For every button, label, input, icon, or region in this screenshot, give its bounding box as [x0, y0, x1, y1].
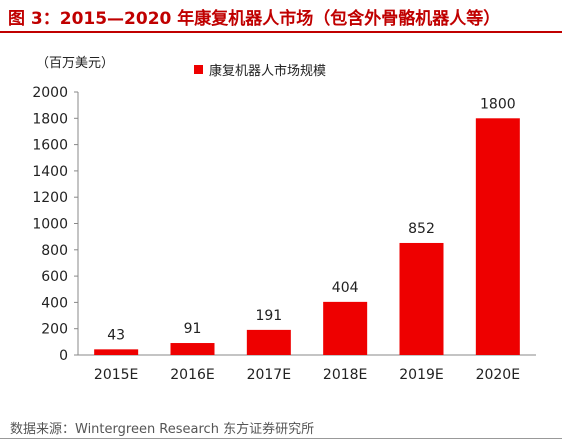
- bar-2017E: [246, 329, 291, 355]
- title-rule: [0, 31, 562, 33]
- x-tick-label: 2015E: [94, 367, 138, 383]
- chart-legend: 康复机器人市场规模: [194, 60, 326, 79]
- data-label: 852: [408, 221, 435, 237]
- axis-layer: 0 200 400 600 800 1000 1200 1400 1600 1800 2000: [32, 85, 536, 364]
- bar-2015E: [94, 349, 139, 355]
- x-tick-label: 2016E: [170, 367, 214, 383]
- y-tick-label: 1800: [32, 111, 68, 127]
- source-note: 数据来源：Wintergreen Research 东方证券研究所: [10, 422, 315, 437]
- y-tick-label: 1400: [32, 164, 68, 180]
- bar-2018E: [323, 301, 368, 355]
- data-label: 43: [107, 327, 125, 343]
- data-label: 404: [332, 280, 359, 296]
- data-label: 191: [255, 308, 282, 324]
- y-tick-label: 1200: [32, 190, 68, 206]
- x-tick-label: 2018E: [323, 367, 367, 383]
- y-tick-label: 800: [41, 243, 68, 259]
- legend-swatch: [194, 65, 203, 74]
- legend-label: 康复机器人市场规模: [209, 64, 327, 79]
- bar-layer: [94, 118, 520, 355]
- bottom-rule: [0, 438, 562, 439]
- bar-2016E: [170, 343, 215, 355]
- y-tick-label: 400: [41, 295, 68, 311]
- y-tick-label: 200: [41, 322, 68, 338]
- figure-title: 图 3：2015—2020 年康复机器人市场（包含外骨骼机器人等）: [8, 9, 501, 29]
- y-tick-label: 2000: [32, 85, 68, 101]
- y-tick-label: 1600: [32, 138, 68, 154]
- x-tick-label: 2017E: [247, 367, 291, 383]
- data-label: 91: [184, 321, 202, 337]
- unit-label: （百万美元）: [36, 56, 115, 71]
- y-tick-label: 0: [59, 348, 68, 364]
- data-label: 1800: [480, 96, 516, 112]
- label-layer: 43 2015E 91 2016E 191 2017E 404 2018E 852 2019E 18…: [94, 96, 520, 383]
- x-tick-label: 2019E: [399, 367, 443, 383]
- x-tick-label: 2020E: [476, 367, 520, 383]
- y-tick-label: 600: [41, 269, 68, 285]
- y-tick-label: 1000: [32, 217, 68, 233]
- bar-2019E: [399, 242, 444, 355]
- bar-2020E: [475, 118, 520, 355]
